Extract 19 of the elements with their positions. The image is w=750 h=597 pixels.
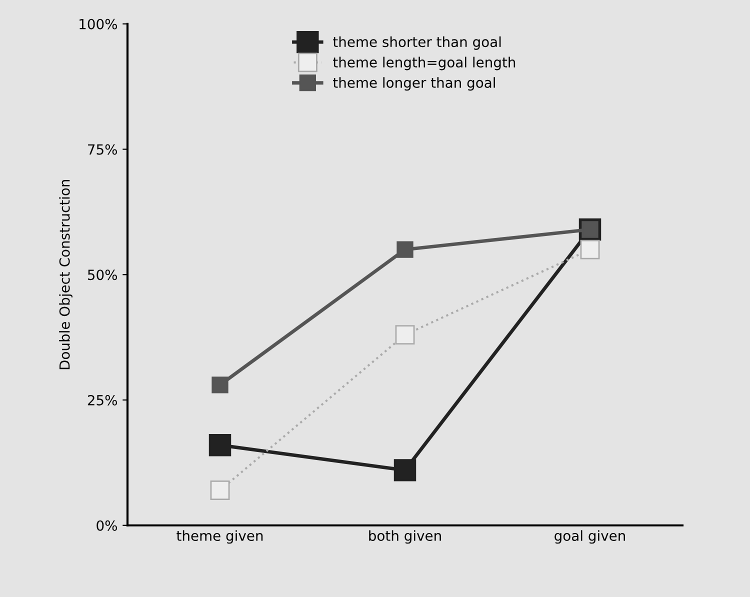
x-tick-label: goal given bbox=[554, 530, 625, 544]
point bbox=[212, 376, 228, 394]
point bbox=[394, 459, 416, 482]
y-tick-label: 75% bbox=[88, 144, 118, 155]
legend-label: theme length=goal length bbox=[333, 56, 516, 70]
y-tick-label: 100% bbox=[80, 18, 118, 30]
legend-label: theme shorter than goal bbox=[333, 36, 501, 50]
legend-label: theme longer than goal bbox=[333, 77, 495, 91]
x-tick-label: theme given bbox=[176, 530, 263, 544]
point bbox=[208, 434, 232, 456]
y-axis-title: Double Object Construction bbox=[59, 180, 73, 370]
y-tick-label: 0% bbox=[96, 520, 118, 531]
y-tick-label: 25% bbox=[88, 394, 118, 406]
point bbox=[396, 241, 414, 258]
y-tick-label: 50% bbox=[88, 270, 118, 280]
point bbox=[580, 240, 600, 260]
x-tick-label: both given bbox=[369, 530, 441, 544]
point bbox=[210, 480, 230, 500]
point bbox=[395, 325, 415, 345]
